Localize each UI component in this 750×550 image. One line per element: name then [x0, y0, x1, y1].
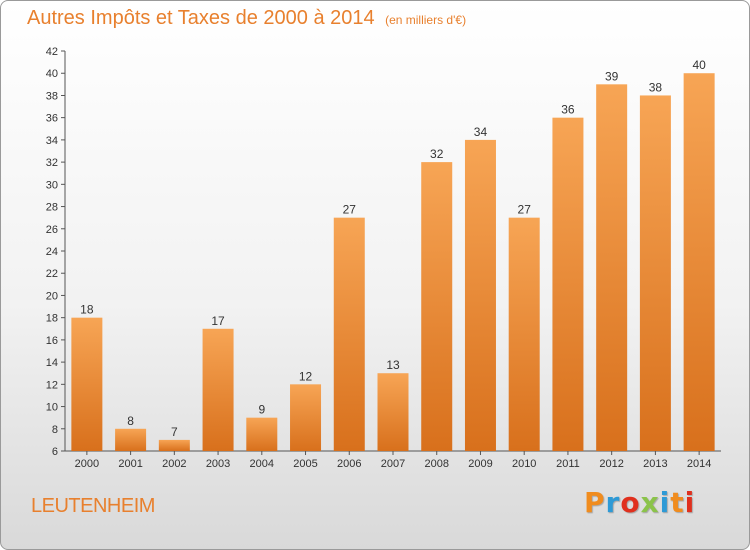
x-tick-label: 2003 [206, 458, 230, 470]
y-tick-label: 26 [46, 224, 58, 236]
y-tick-label: 16 [46, 335, 58, 347]
chart-title-row: Autres Impôts et Taxes de 2000 à 2014 (e… [27, 7, 466, 30]
data-label: 12 [299, 369, 313, 383]
data-label: 9 [258, 403, 265, 417]
bars-group: 18 8 7 17 9 12 27 13 32 34 27 36 39 38 40 [71, 58, 715, 452]
y-axis: 6 8 10 12 14 16 18 20 22 24 26 28 30 32 34 36 38 40 42 [46, 46, 66, 458]
x-tick-label: 2009 [468, 458, 492, 470]
bar[interactable] [421, 162, 453, 451]
bar[interactable] [246, 417, 278, 451]
chart-subtitle: (en milliers d'€) [385, 13, 467, 27]
y-tick-label: 28 [46, 202, 58, 214]
y-tick-label: 22 [46, 268, 58, 280]
bar[interactable] [552, 117, 584, 452]
x-tick-label: 2002 [162, 458, 186, 470]
data-label: 27 [518, 203, 532, 217]
bar[interactable] [115, 428, 147, 451]
data-label: 13 [386, 358, 400, 372]
x-tick-label: 2006 [337, 458, 361, 470]
bar[interactable] [508, 217, 540, 451]
bar[interactable] [333, 217, 365, 451]
x-tick-label: 2010 [512, 458, 536, 470]
bar[interactable] [639, 95, 671, 451]
data-label: 8 [127, 414, 134, 428]
data-label: 7 [171, 425, 178, 439]
bar[interactable] [464, 139, 496, 451]
bar[interactable] [683, 73, 715, 451]
bar[interactable] [290, 384, 322, 451]
x-axis: 2000 2001 2002 2003 2004 2005 2006 2007 2008 2009… [65, 450, 721, 470]
commune-name: LEUTENHEIM [31, 495, 155, 517]
data-label: 17 [211, 314, 225, 328]
data-label: 27 [343, 203, 357, 217]
brand-letter: r [605, 486, 621, 519]
y-tick-label: 8 [52, 424, 58, 436]
y-tick-label: 10 [46, 402, 58, 414]
bar[interactable] [158, 439, 190, 451]
y-tick-label: 42 [46, 46, 58, 58]
proxiti-logo[interactable]: Proxiti [584, 486, 695, 519]
brand-letter: o [620, 486, 641, 519]
y-tick-label: 12 [46, 379, 58, 391]
x-tick-label: 2000 [75, 458, 99, 470]
y-tick-label: 32 [46, 157, 58, 169]
data-label: 40 [692, 58, 706, 72]
y-tick-label: 20 [46, 290, 58, 302]
data-label: 38 [649, 80, 663, 94]
data-label: 18 [80, 303, 94, 317]
y-tick-label: 40 [46, 68, 58, 80]
data-label: 36 [561, 103, 575, 117]
y-tick-label: 34 [46, 135, 58, 147]
chart-title: Autres Impôts et Taxes de 2000 à 2014 [27, 7, 375, 29]
y-tick-label: 36 [46, 113, 58, 125]
brand-letter: P [584, 486, 606, 519]
x-tick-label: 2013 [643, 458, 667, 470]
brand-letter: x [640, 486, 660, 519]
brand-letter: t [670, 486, 685, 519]
brand-letter: i [659, 486, 671, 519]
x-tick-label: 2008 [424, 458, 448, 470]
y-tick-label: 38 [46, 90, 58, 102]
y-tick-label: 24 [46, 246, 58, 258]
x-tick-label: 2001 [118, 458, 142, 470]
data-label: 39 [605, 69, 619, 83]
bar[interactable] [596, 84, 628, 451]
x-tick-label: 2011 [556, 458, 580, 470]
brand-letter: i [684, 486, 696, 519]
x-tick-label: 2004 [250, 458, 274, 470]
bar[interactable] [71, 317, 103, 451]
y-tick-label: 14 [46, 357, 58, 369]
y-tick-label: 6 [52, 446, 58, 458]
y-tick-label: 30 [46, 179, 58, 191]
x-tick-label: 2012 [599, 458, 623, 470]
data-label: 32 [430, 147, 444, 161]
bar[interactable] [377, 373, 409, 451]
x-tick-label: 2007 [381, 458, 405, 470]
data-label: 34 [474, 125, 488, 139]
y-tick-label: 18 [46, 313, 58, 325]
bar[interactable] [202, 328, 234, 451]
x-tick-label: 2005 [293, 458, 317, 470]
x-tick-label: 2014 [687, 458, 711, 470]
